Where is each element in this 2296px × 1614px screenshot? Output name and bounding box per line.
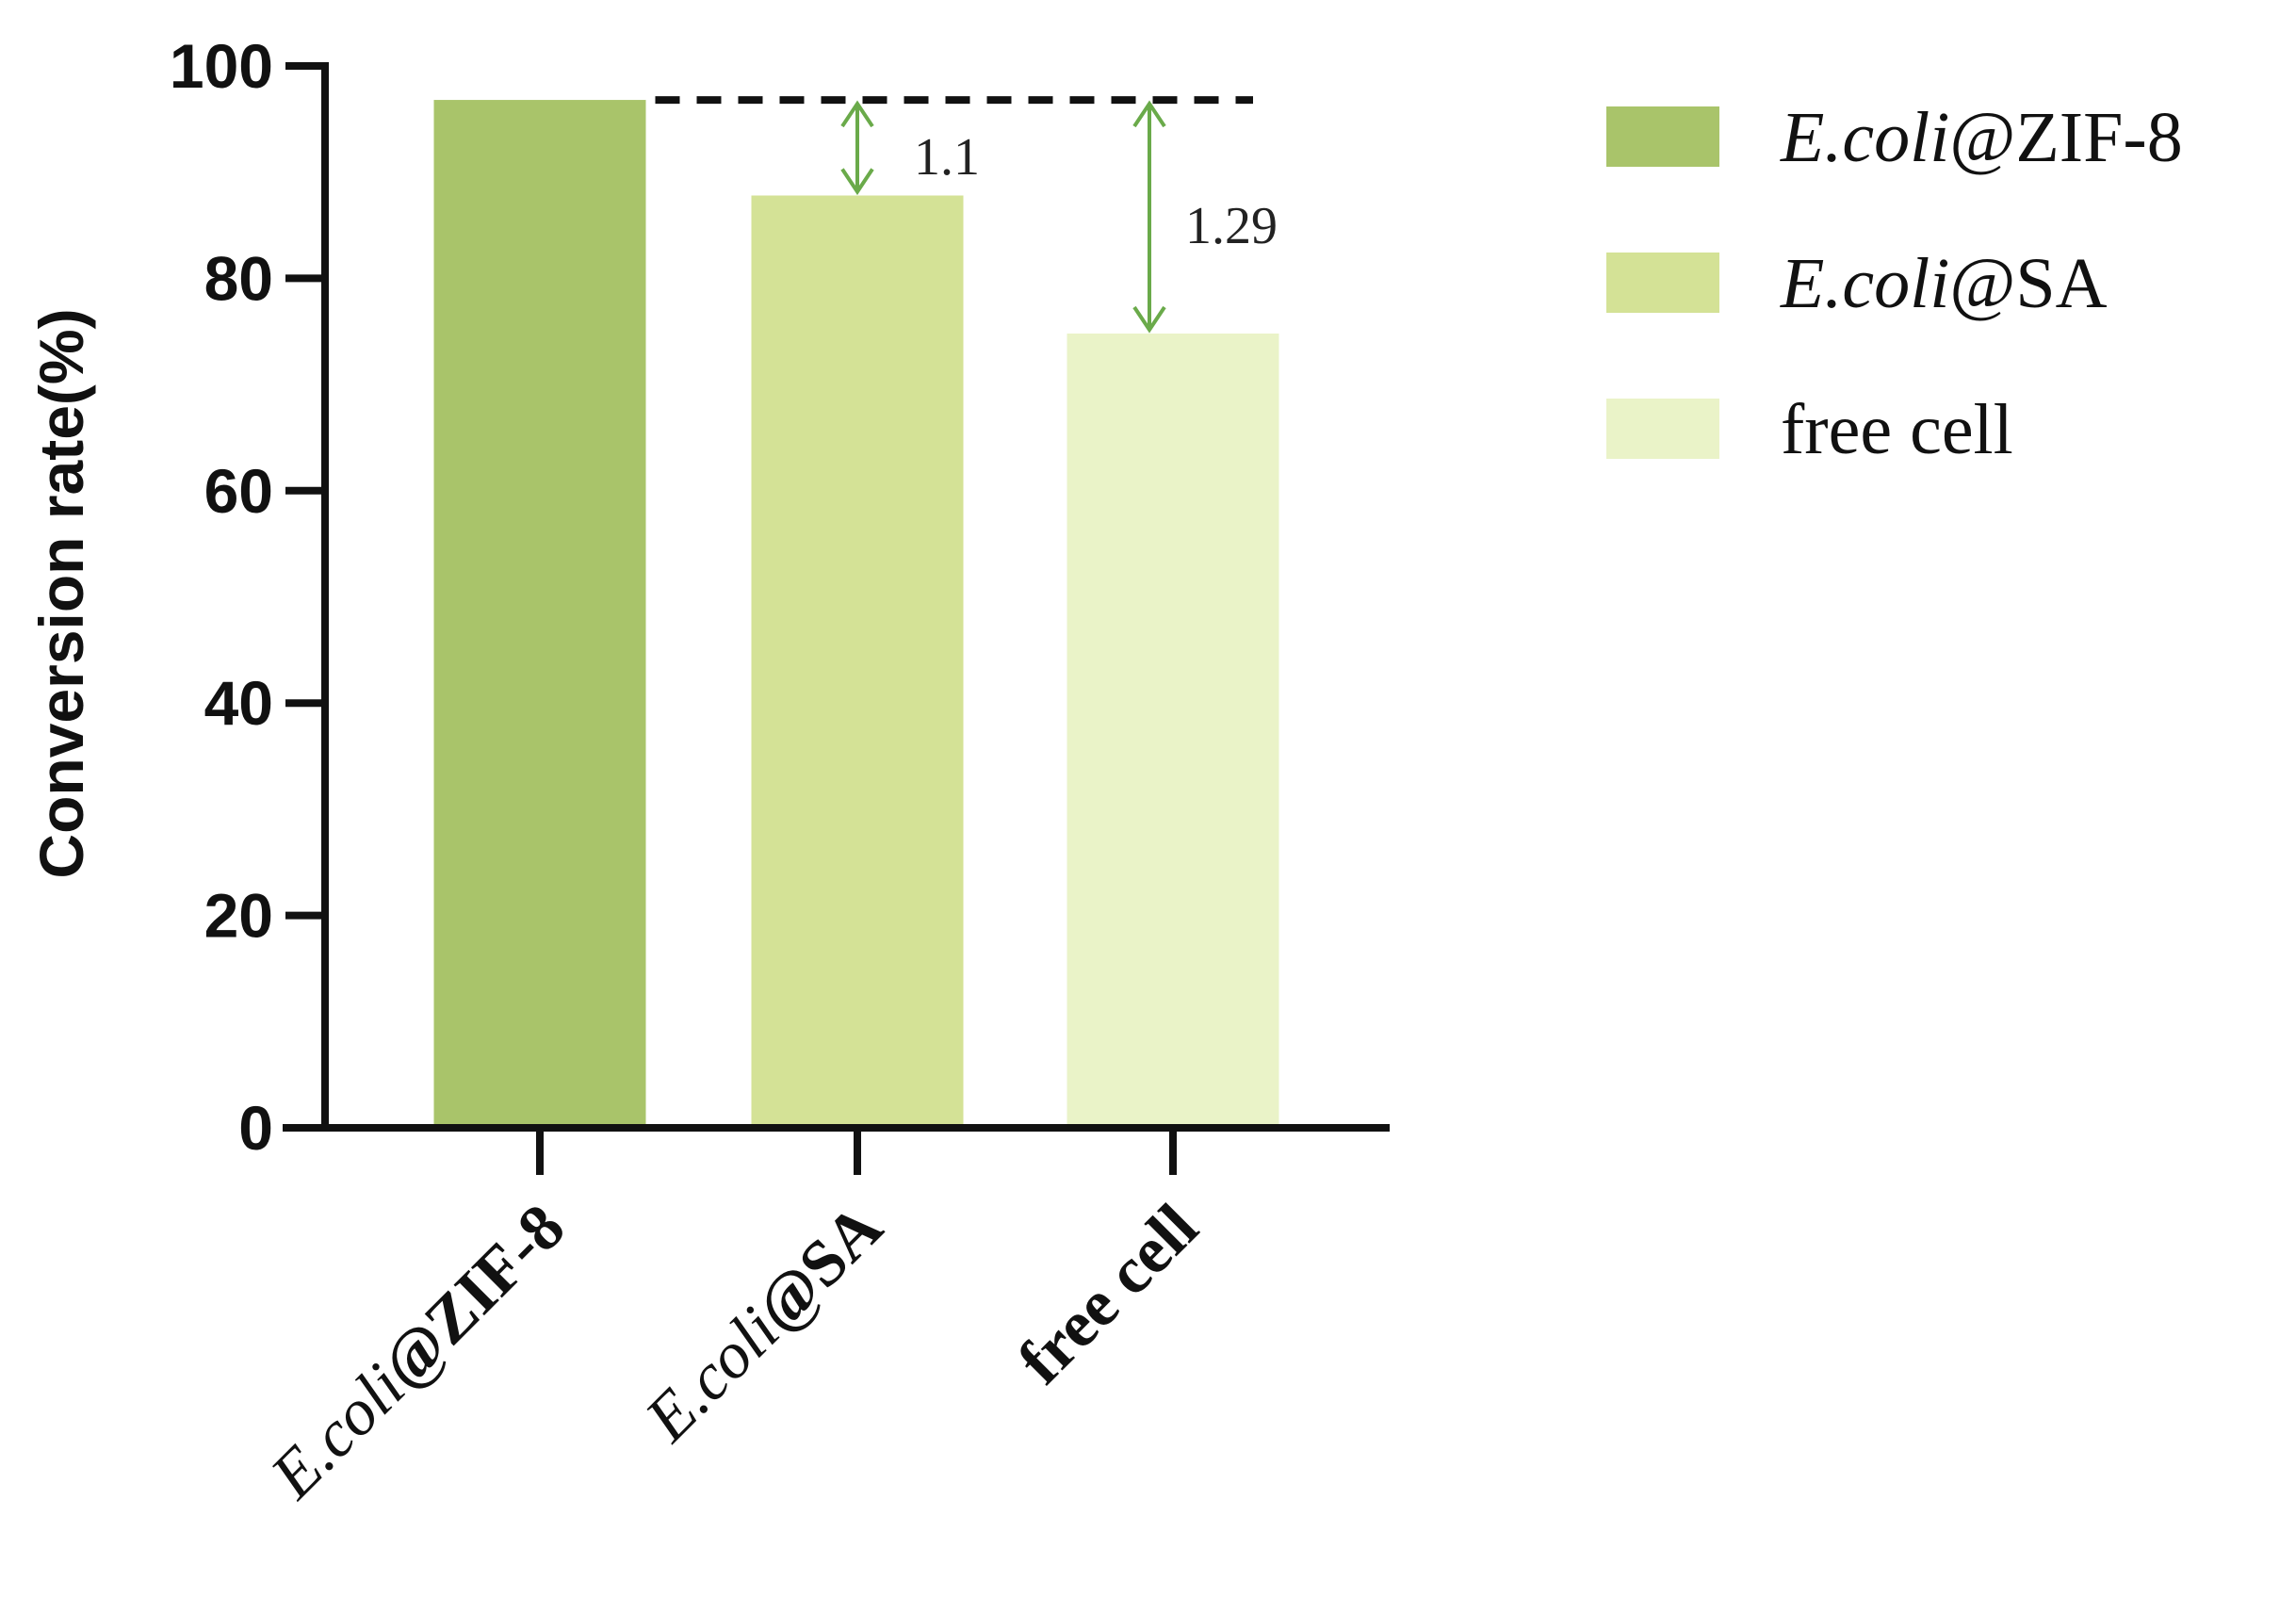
y-tick-label: 80 [204,243,273,313]
difference-arrow-1 [840,100,874,196]
x-ticks-group: E.coli@ZIF-8 E.coli@SA free cell [257,1128,1213,1513]
difference-label-1: 1.1 [914,128,980,187]
y-axis-title: Conversion rate(%) [26,308,96,878]
legend-item-2: E.coli@SA [1606,244,2108,323]
legend-label: free cell [1781,390,2013,469]
x-tick-label-2: E.coli@SA [631,1191,897,1457]
bar-3 [1067,334,1279,1128]
legend-item-1: E.coli@ZIF-8 [1606,98,2183,177]
x-tick-label-1: E.coli@ZIF-8 [257,1191,579,1513]
axes-group [283,62,1390,1132]
legend-item-3: free cell [1606,390,2013,469]
bar-2 [751,195,964,1128]
y-tick-label: 100 [170,31,273,101]
difference-label-2: 1.29 [1185,197,1278,255]
bar-1 [433,100,646,1129]
y-tick-label: 60 [204,456,273,526]
y-tick-label: 20 [204,881,273,951]
legend-label: E.coli@ZIF-8 [1780,98,2183,177]
legend-swatch [1606,106,1719,167]
y-tick-label: 0 [238,1093,273,1163]
y-ticks-group: 0 20 40 60 80 100 [170,31,325,1163]
y-tick-label: 40 [204,668,273,738]
legend-swatch [1606,253,1719,313]
bars-group [433,100,1279,1129]
annotations-group: 1.1 1.29 [840,100,1278,334]
difference-arrow-2 [1132,100,1166,334]
legend-swatch [1606,399,1719,459]
legend: E.coli@ZIF-8 E.coli@SA free cell [1606,98,2183,469]
legend-label: E.coli@SA [1780,244,2108,323]
x-tick-label-3: free cell [1005,1191,1213,1398]
